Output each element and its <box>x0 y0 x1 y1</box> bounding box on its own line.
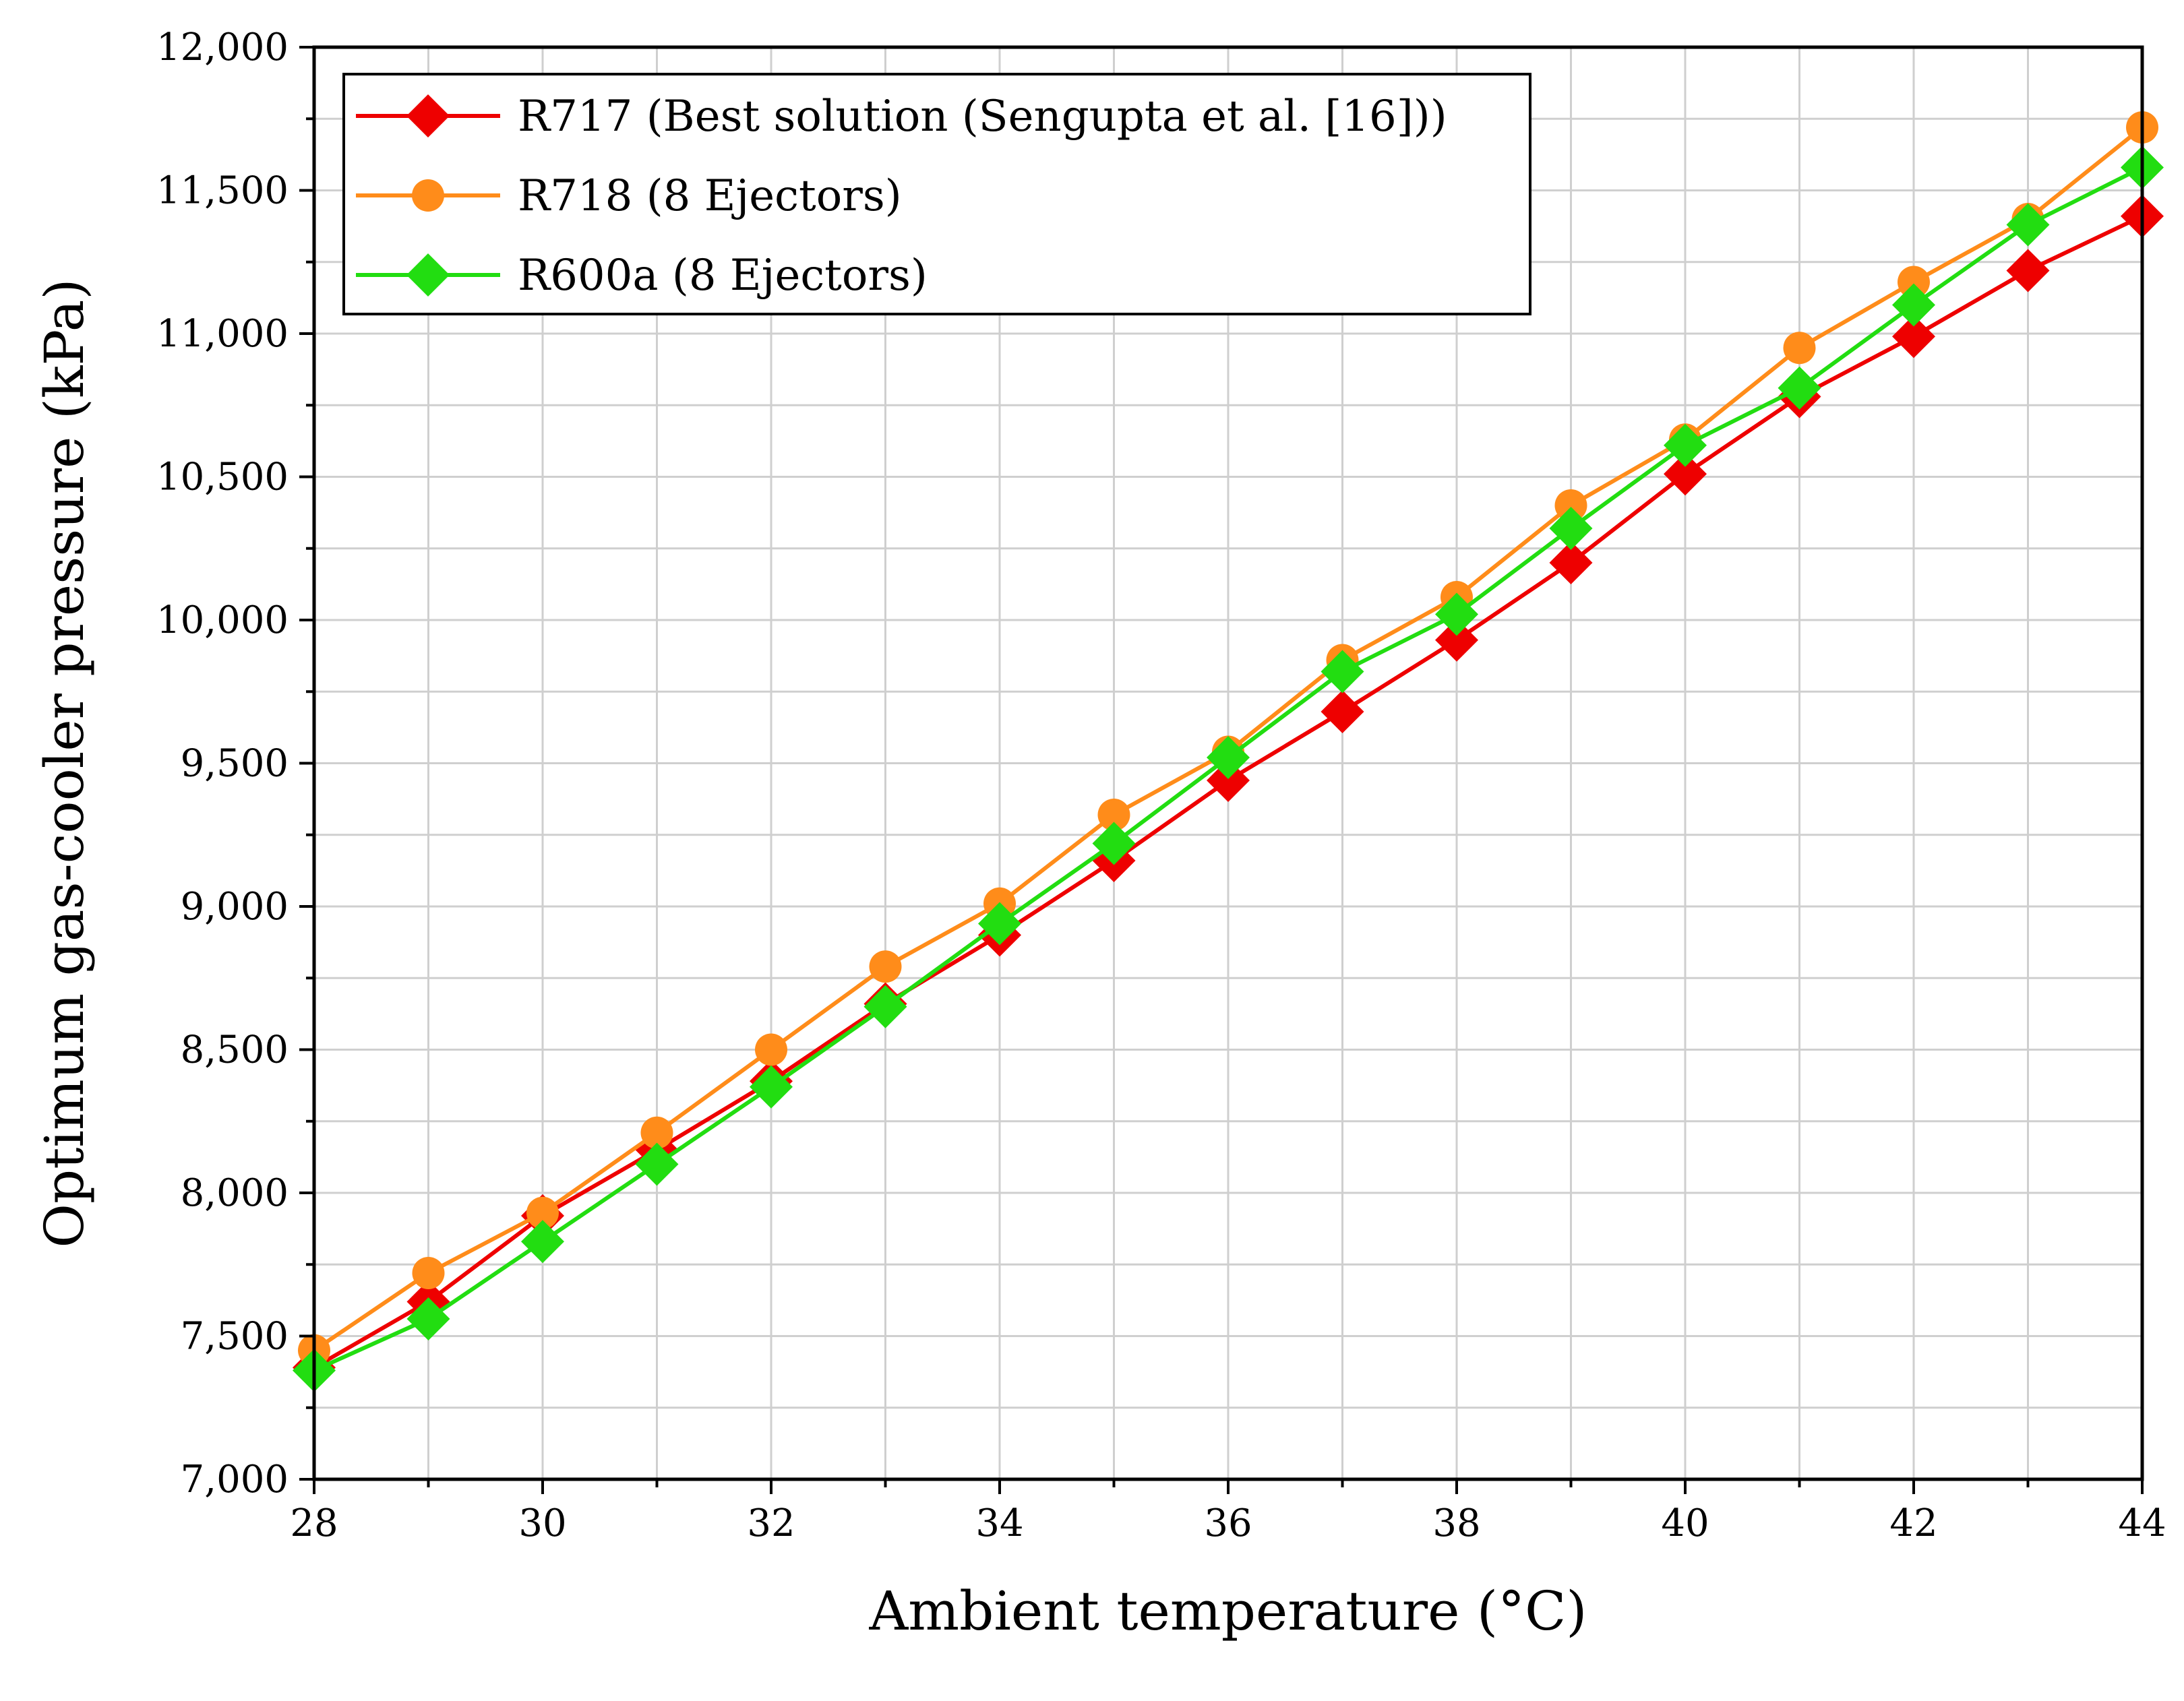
data-point <box>1435 592 1478 636</box>
legend-label: R718 (8 Ejectors) <box>518 171 902 221</box>
data-point <box>1321 650 1364 693</box>
data-point <box>978 902 1021 946</box>
data-point <box>2006 203 2050 247</box>
x-tick-label: 40 <box>1661 1502 1709 1545</box>
data-point <box>1549 507 1593 550</box>
data-point <box>1549 541 1593 584</box>
data-point <box>521 1220 564 1264</box>
legend-marker <box>412 179 444 212</box>
legend-label: R600a (8 Ejectors) <box>518 251 928 301</box>
data-point <box>1664 452 1707 496</box>
data-point <box>1207 759 1250 802</box>
data-point <box>412 1257 445 1289</box>
y-tick-label: 12,000 <box>156 26 289 69</box>
series-group <box>293 111 2164 1392</box>
y-tick-label: 8,500 <box>181 1028 289 1072</box>
data-point <box>755 1033 787 1066</box>
data-point <box>640 1116 673 1149</box>
legend-box <box>342 73 1531 315</box>
data-point <box>1892 283 1935 327</box>
y-tick-label: 11,500 <box>156 169 289 213</box>
y-tick-label: 11,000 <box>156 312 289 356</box>
y-tick-label: 9,500 <box>181 742 289 786</box>
legend-label: R717 (Best solution (Sengupta et al. [16… <box>518 92 1447 142</box>
data-point <box>1321 690 1364 733</box>
data-point <box>1554 489 1587 522</box>
x-tick-label: 36 <box>1204 1502 1252 1545</box>
y-tick-label: 8,000 <box>181 1171 289 1215</box>
legend-marker <box>406 253 450 297</box>
data-point <box>750 1065 793 1109</box>
x-tick-label: 34 <box>975 1502 1023 1545</box>
tick-labels: 28 30 32 34 36 38 40 42 44 7,000 7,500 8,000 8,500 9,… <box>156 26 2166 1545</box>
data-point <box>526 1196 559 1229</box>
x-tick-label: 44 <box>2118 1502 2166 1545</box>
data-point <box>1783 332 1816 365</box>
y-axis-title: Optimum gas-cooler pressure (kPa) <box>33 278 96 1247</box>
data-point <box>1778 366 1821 410</box>
x-tick-label: 38 <box>1432 1502 1480 1545</box>
y-tick-label: 7,000 <box>181 1458 289 1502</box>
data-point <box>1092 822 1136 865</box>
data-point <box>1097 799 1130 831</box>
data-point <box>1664 423 1707 467</box>
data-point <box>1207 736 1250 779</box>
axis-ticks <box>299 46 2144 1494</box>
x-axis-title: Ambient temperature (°C) <box>868 1580 1587 1642</box>
x-tick-label: 30 <box>518 1502 566 1545</box>
data-point <box>1898 266 1930 299</box>
data-point <box>635 1142 679 1186</box>
data-point <box>1435 618 1478 662</box>
legend-entry: R600a (8 Ejectors) <box>356 251 928 301</box>
data-point <box>1892 315 1935 359</box>
legend-entry: R717 (Best solution (Sengupta et al. [16… <box>356 92 1447 142</box>
y-tick-label: 9,000 <box>181 885 289 929</box>
legend: R717 (Best solution (Sengupta et al. [16… <box>342 73 1531 315</box>
y-tick-label: 7,500 <box>181 1315 289 1359</box>
data-point <box>406 1297 450 1340</box>
legend-entry: R718 (8 Ejectors) <box>356 171 902 221</box>
legend-marker <box>406 94 450 137</box>
x-tick-label: 42 <box>1889 1502 1937 1545</box>
y-tick-label: 10,000 <box>156 598 289 642</box>
y-tick-label: 10,500 <box>156 456 289 499</box>
data-point <box>863 985 907 1028</box>
x-tick-label: 32 <box>747 1502 795 1545</box>
data-point <box>2006 249 2050 292</box>
data-point <box>869 950 902 983</box>
x-tick-label: 28 <box>290 1502 338 1545</box>
